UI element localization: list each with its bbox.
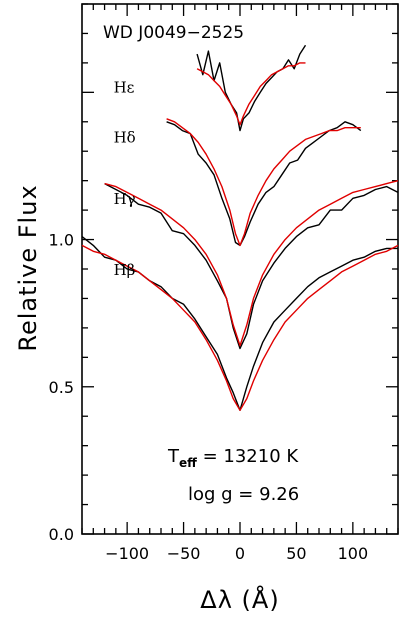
line-label: Hγ [114,190,136,208]
model-fit-line [104,180,399,347]
line-labels: Hε Hδ Hγ Hβ [114,78,136,279]
chart-title: WD J0049−2525 [103,23,244,43]
x-tick-label: 50 [286,544,306,563]
y-axis-title: Relative Flux [14,184,42,351]
y-tick-label: 0.5 [49,378,74,397]
line-label: Hβ [114,261,136,279]
line-label: Hε [114,78,135,96]
observed-spectrum-line [196,44,307,132]
model-fit-line [166,118,361,247]
x-axis-title: Δλ (Å) [200,585,279,614]
observed-spectrum-line [166,121,362,247]
model-fit-line [81,244,399,411]
y-tick-label: 0.0 [49,525,74,544]
logg-annotation: log g = 9.26 [188,484,299,505]
line-label: Hδ [114,128,136,146]
teff-symbol: T [167,446,180,467]
x-tick-label: 100 [338,544,369,563]
x-tick-label: −100 [105,544,149,563]
teff-subscript: eff [179,456,197,470]
x-tick-label: 0 [235,544,245,563]
model-fit-line [196,62,306,126]
teff-annotation: Teff = 13210 K [167,446,299,470]
series-layer [81,44,399,411]
x-tick-label: −50 [167,544,201,563]
teff-value: = 13210 K [197,446,300,467]
observed-spectrum-line [104,182,399,350]
axis-ticks [81,3,399,535]
y-tick-label: 1.0 [49,231,74,250]
axis-tick-labels: −100 −50 0 50 100 0.0 0.5 1.0 [49,231,369,563]
